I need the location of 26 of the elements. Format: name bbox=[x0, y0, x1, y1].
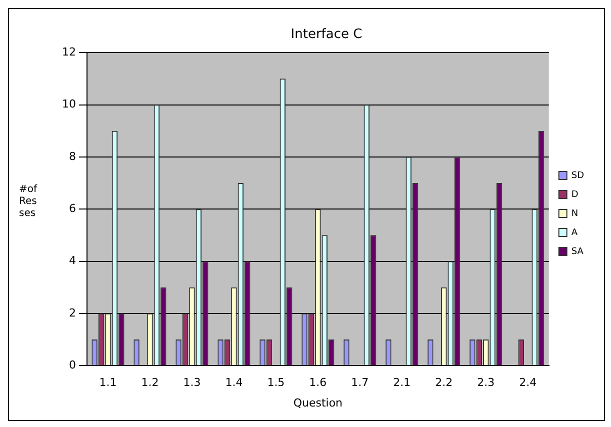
y-tick-label: 8 bbox=[68, 150, 76, 163]
y-tick-label: 12 bbox=[62, 45, 76, 58]
y-tick-label: 6 bbox=[68, 202, 76, 215]
x-tick-label: 1.3 bbox=[183, 376, 201, 390]
x-tick-label: 1.5 bbox=[267, 376, 285, 390]
chart-title: Interface C bbox=[290, 27, 362, 42]
y-tick-label: 0 bbox=[68, 358, 76, 372]
x-tick-label: 1.2 bbox=[141, 376, 159, 390]
legend-label: SD bbox=[571, 170, 584, 181]
x-axis-title: Question bbox=[293, 396, 343, 410]
y-tick-label: 10 bbox=[62, 98, 76, 111]
legend-label: SA bbox=[571, 246, 584, 257]
x-tick-label: 1.7 bbox=[351, 376, 369, 390]
legend-label: N bbox=[571, 208, 578, 219]
y-tick-label: 2 bbox=[68, 306, 76, 320]
y-axis-title: #of Res ses bbox=[19, 184, 38, 220]
x-tick-label: 2.3 bbox=[477, 376, 495, 390]
y-tick-label: 4 bbox=[68, 254, 76, 268]
legend-label: A bbox=[571, 228, 578, 238]
x-tick-label: 2.4 bbox=[519, 376, 537, 390]
x-tick-label: 2.1 bbox=[393, 376, 411, 390]
x-tick-label: 1.1 bbox=[99, 376, 117, 390]
x-tick-label: 1.4 bbox=[225, 376, 243, 390]
legend-label: D bbox=[571, 190, 578, 200]
x-tick-label: 2.2 bbox=[435, 376, 453, 390]
x-tick-label: 1.6 bbox=[309, 376, 327, 390]
